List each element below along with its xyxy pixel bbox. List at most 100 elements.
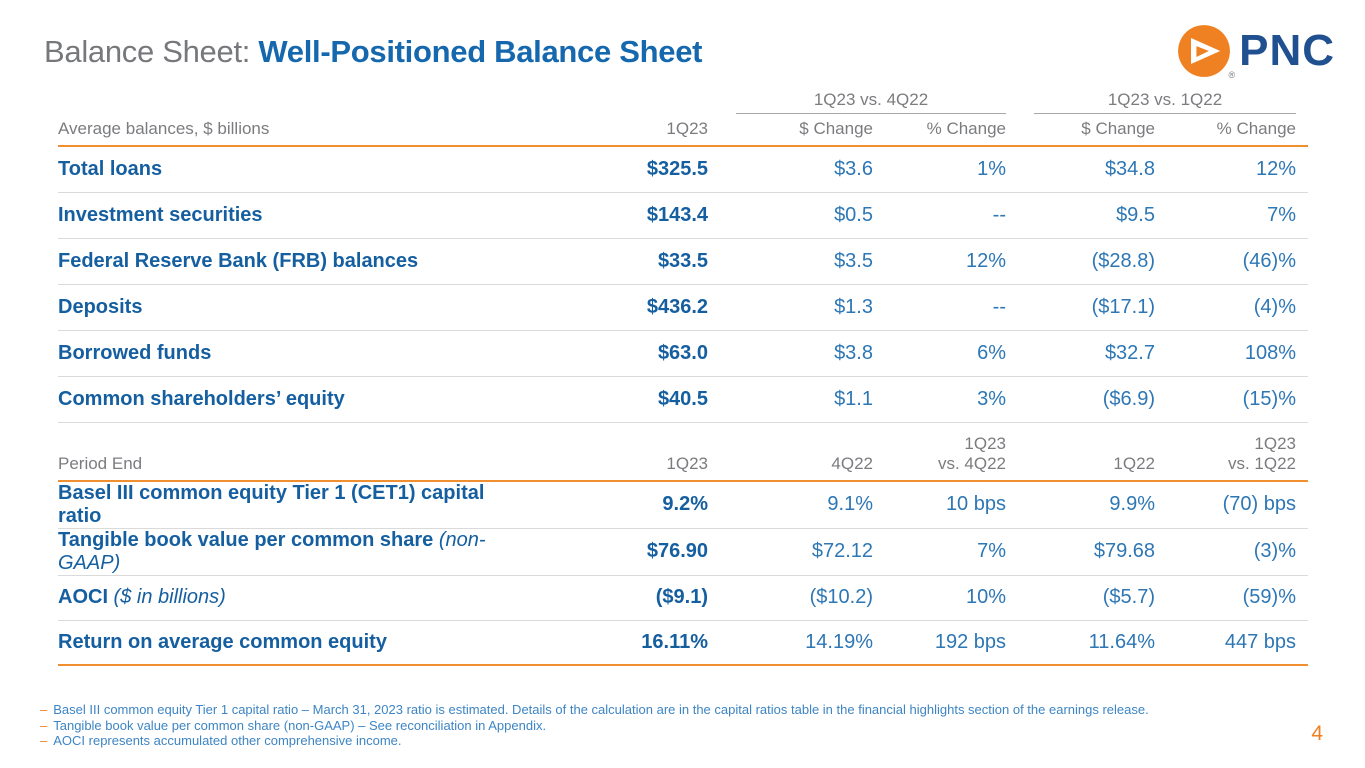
pnc-logo-icon: ® — [1177, 24, 1235, 80]
col-header-dollar-change-2: $ Change — [1006, 114, 1155, 147]
col-header-1q22: 1Q22 — [1113, 453, 1155, 473]
cell-vs-1q22: (3)% — [1155, 528, 1308, 576]
cell-pct-vs-1q22: (4)% — [1155, 284, 1308, 331]
cell-1q23: 9.2% — [518, 480, 708, 529]
table-row-deposits: Deposits $436.2 $1.3 -- ($17.1) (4)% — [58, 284, 1308, 331]
page-title-prefix: Balance Sheet: — [44, 34, 259, 69]
page-title-main: Well-Positioned Balance Sheet — [258, 34, 703, 69]
cell-pct-vs-1q22: 7% — [1155, 192, 1308, 239]
page-title: Balance Sheet: Well-Positioned Balance S… — [44, 34, 702, 70]
row-label: Federal Reserve Bank (FRB) balances — [58, 238, 518, 285]
cell-dollar-vs-1q22: $9.5 — [1006, 192, 1155, 239]
table-row-aoci: AOCI ($ in billions) ($9.1) ($10.2) 10% … — [58, 575, 1308, 621]
pnc-wedge-icon — [1178, 25, 1231, 77]
cell-1q23: $76.90 — [518, 528, 708, 576]
cell-pct-vs-4q22: -- — [873, 284, 1006, 331]
table-row-cet1-ratio: Basel III common equity Tier 1 (CET1) ca… — [58, 480, 1308, 529]
cell-vs-4q22: 7% — [873, 528, 1006, 576]
cell-1q23: $33.5 — [518, 238, 708, 285]
average-balances-table: 1Q23 vs. 4Q22 1Q23 vs. 1Q22 Average bala… — [58, 88, 1308, 423]
table-row-investment-securities: Investment securities $143.4 $0.5 -- $9.… — [58, 192, 1308, 239]
cell-vs-1q22: (59)% — [1155, 575, 1308, 621]
footnote-text: AOCI represents accumulated other compre… — [53, 733, 402, 748]
cell-pct-vs-4q22: 12% — [873, 238, 1006, 285]
table-row-return-on-avg-common-equity: Return on average common equity 16.11% 1… — [58, 620, 1308, 666]
table-row-tangible-book-value: Tangible book value per common share (no… — [58, 528, 1308, 576]
cell-1q22: $79.68 — [1006, 528, 1155, 576]
table1-label-header: Average balances, $ billions — [58, 114, 518, 147]
pnc-logo: ® PNC — [1177, 24, 1335, 80]
cell-pct-vs-1q22: 108% — [1155, 330, 1308, 377]
group-header-1q23-vs-1q22: 1Q23 vs. 1Q22 — [1034, 90, 1296, 114]
table-row-common-shareholders-equity: Common shareholders’ equity $40.5 $1.1 3… — [58, 376, 1308, 423]
cell-1q23: $63.0 — [518, 330, 708, 377]
row-label: Deposits — [58, 284, 518, 331]
cell-4q22: ($10.2) — [708, 575, 873, 621]
table-row-total-loans: Total loans $325.5 $3.6 1% $34.8 12% — [58, 146, 1308, 193]
cell-1q23: $325.5 — [518, 146, 708, 193]
col-header-1q23: 1Q23 — [666, 453, 708, 473]
col-header-pct-change-2: % Change — [1155, 114, 1308, 147]
row-label: Return on average common equity — [58, 630, 387, 653]
row-label: Tangible book value per common share — [58, 528, 434, 551]
footnote-text: Basel III common equity Tier 1 capital r… — [53, 702, 1149, 717]
row-label: Basel III common equity Tier 1 (CET1) ca… — [58, 481, 485, 527]
cell-1q23: $143.4 — [518, 192, 708, 239]
cell-dollar-vs-1q22: ($6.9) — [1006, 376, 1155, 423]
cell-4q22: 14.19% — [708, 620, 873, 666]
cell-dollar-vs-4q22: $0.5 — [708, 192, 873, 239]
row-label-note: (non-GAAP) — [58, 528, 486, 574]
cell-vs-1q22: (70) bps — [1155, 480, 1308, 529]
footnotes: – Basel III common equity Tier 1 capital… — [40, 702, 1280, 749]
table-row-frb-balances: Federal Reserve Bank (FRB) balances $33.… — [58, 238, 1308, 285]
row-label: Borrowed funds — [58, 330, 518, 377]
table2-label-header: Period End — [58, 433, 518, 482]
period-end-header-row: Period End 1Q23 4Q22 1Q23 — [58, 433, 1308, 482]
cell-vs-1q22: 447 bps — [1155, 620, 1308, 666]
cell-dollar-vs-4q22: $3.8 — [708, 330, 873, 377]
row-label: Common shareholders’ equity — [58, 376, 518, 423]
col-header-1q23-vs-4q22: 1Q23 vs. 4Q22 — [937, 433, 1006, 473]
cell-dollar-vs-1q22: $32.7 — [1006, 330, 1155, 377]
cell-pct-vs-4q22: -- — [873, 192, 1006, 239]
cell-1q22: 9.9% — [1006, 480, 1155, 529]
row-label: Total loans — [58, 146, 518, 193]
cell-pct-vs-1q22: (46)% — [1155, 238, 1308, 285]
row-label: AOCI — [58, 586, 108, 608]
table-row-borrowed-funds: Borrowed funds $63.0 $3.8 6% $32.7 108% — [58, 330, 1308, 377]
cell-1q23: $40.5 — [518, 376, 708, 423]
footnote-tangible-book-value: – Tangible book value per common share (… — [40, 718, 1280, 734]
cell-dollar-vs-4q22: $1.1 — [708, 376, 873, 423]
cell-vs-4q22: 192 bps — [873, 620, 1006, 666]
col-header-4q22: 4Q22 — [831, 453, 873, 473]
cell-dollar-vs-1q22: $34.8 — [1006, 146, 1155, 193]
group-header-1q23-vs-4q22: 1Q23 vs. 4Q22 — [736, 90, 1006, 114]
registered-mark: ® — [1228, 70, 1236, 80]
cell-1q23: 16.11% — [518, 620, 708, 666]
cell-pct-vs-4q22: 3% — [873, 376, 1006, 423]
col-header-dollar-change-1: $ Change — [708, 114, 873, 147]
cell-1q23: $436.2 — [518, 284, 708, 331]
cell-dollar-vs-4q22: $1.3 — [708, 284, 873, 331]
cell-dollar-vs-1q22: ($17.1) — [1006, 284, 1155, 331]
footnote-text: Tangible book value per common share (no… — [53, 717, 547, 733]
cell-dollar-vs-1q22: ($28.8) — [1006, 238, 1155, 285]
col-header-1q23: 1Q23 — [518, 114, 708, 147]
cell-1q22: ($5.7) — [1006, 575, 1155, 621]
footnote-dash: – — [40, 733, 48, 748]
row-label-note: ($ in billions) — [108, 586, 226, 608]
cell-4q22: 9.1% — [708, 480, 873, 529]
cell-dollar-vs-4q22: $3.5 — [708, 238, 873, 285]
col-header-1q23-vs-1q22: 1Q23 vs. 1Q22 — [1227, 433, 1296, 473]
group-header-row: 1Q23 vs. 4Q22 1Q23 vs. 1Q22 — [58, 88, 1308, 114]
footnote-dash: – — [40, 717, 48, 733]
cell-dollar-vs-4q22: $3.6 — [708, 146, 873, 193]
cell-4q22: $72.12 — [708, 528, 873, 576]
cell-vs-4q22: 10% — [873, 575, 1006, 621]
footnote-dash: – — [40, 702, 48, 717]
cell-1q22: 11.64% — [1006, 620, 1155, 666]
row-label: Investment securities — [58, 192, 518, 239]
cell-pct-vs-4q22: 6% — [873, 330, 1006, 377]
footnote-aoci: – AOCI represents accumulated other comp… — [40, 733, 1280, 749]
